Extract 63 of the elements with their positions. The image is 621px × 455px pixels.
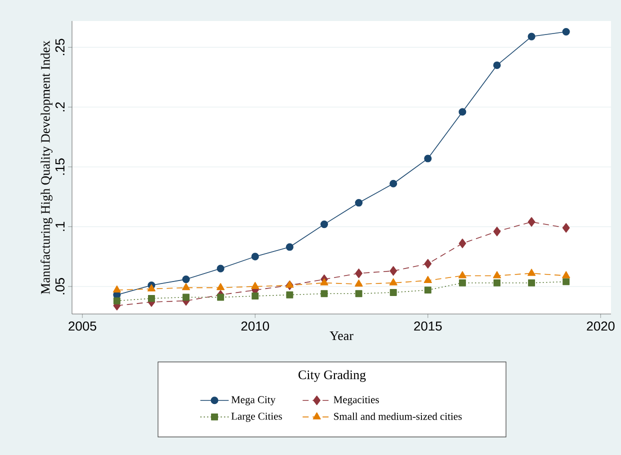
point	[458, 238, 466, 248]
point	[493, 61, 501, 70]
point	[562, 28, 570, 36]
x-tick-label: 2010	[241, 321, 270, 331]
point	[458, 271, 466, 278]
point	[216, 283, 225, 290]
point	[216, 264, 224, 272]
legend-label: Small and medium-sized cities	[334, 412, 462, 420]
y-axis-title: Manufacturing High Quality Development Index	[40, 40, 52, 294]
point	[182, 283, 190, 290]
point	[390, 266, 398, 276]
point	[286, 291, 294, 298]
point	[251, 252, 259, 260]
point	[458, 279, 466, 286]
point	[390, 180, 398, 188]
legend-label: Mega City	[231, 396, 276, 406]
x-tick-label: 2015	[414, 321, 442, 331]
point	[424, 154, 432, 162]
point	[528, 32, 536, 40]
legend-label: Large Cities	[231, 412, 282, 422]
point	[528, 217, 536, 227]
point	[458, 108, 466, 116]
point	[562, 278, 570, 286]
point	[389, 278, 398, 286]
y-tick-label: .1	[56, 222, 65, 231]
point	[424, 258, 432, 269]
point	[492, 271, 502, 278]
point	[562, 223, 570, 233]
point	[354, 280, 363, 287]
x-tick-label: 2005	[68, 321, 96, 331]
point	[320, 290, 328, 298]
legend-label: Megacities	[334, 396, 379, 406]
point	[355, 198, 363, 207]
point	[424, 276, 432, 283]
point	[355, 268, 362, 278]
point	[355, 290, 362, 298]
x-tick-label: 2020	[586, 321, 615, 331]
point	[528, 268, 536, 276]
y-tick-label: .05	[55, 278, 65, 294]
point	[112, 285, 121, 293]
point	[252, 292, 259, 300]
point	[147, 284, 156, 292]
point	[113, 297, 120, 304]
point	[562, 271, 570, 278]
y-tick-label: .15	[55, 158, 65, 175]
y-tick-label: .25	[55, 38, 65, 56]
y-tick-label: .2	[55, 102, 65, 112]
point	[182, 276, 190, 284]
point	[251, 282, 260, 289]
point	[286, 243, 294, 251]
point	[320, 220, 328, 228]
point	[424, 286, 432, 294]
point	[493, 226, 501, 236]
point	[390, 288, 397, 296]
x-axis-title: Year	[330, 332, 354, 340]
point	[148, 294, 155, 302]
point	[182, 294, 190, 301]
point	[528, 279, 536, 286]
legend-title: City Grading	[298, 370, 366, 382]
point	[286, 280, 294, 288]
point	[217, 294, 224, 301]
point	[320, 278, 328, 286]
point	[494, 279, 500, 286]
